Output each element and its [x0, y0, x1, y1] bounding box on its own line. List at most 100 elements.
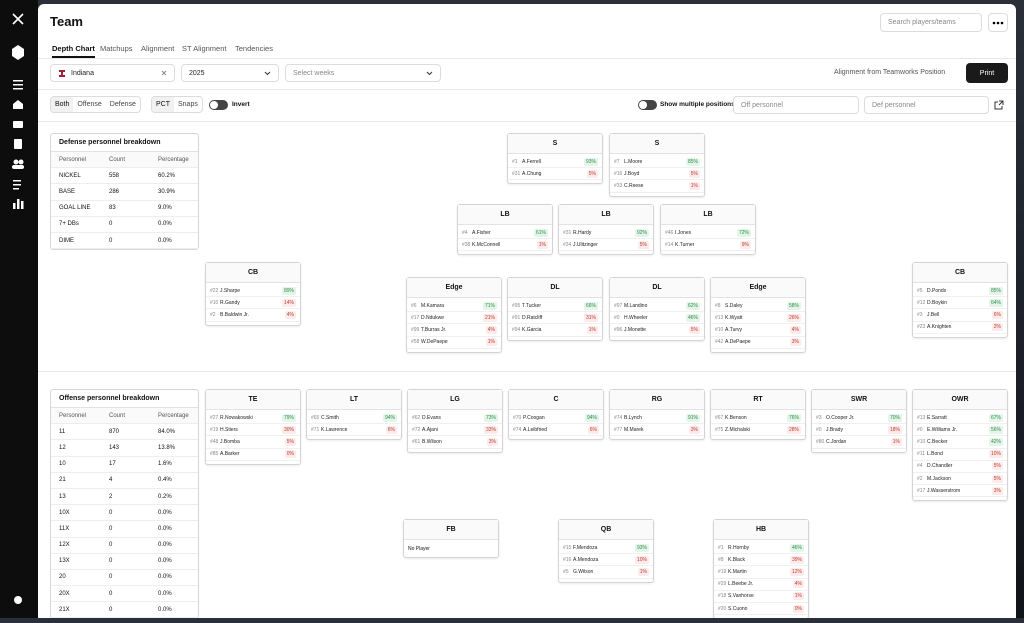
player-row[interactable]: #97 M.Landino 62%: [610, 300, 704, 313]
player-row[interactable]: #13 K.Wyatt 26%: [711, 312, 805, 325]
player-row[interactable]: #15 F.Mendoza 93%: [559, 542, 653, 555]
player-row[interactable]: #0 H.Wheeler 46%: [610, 312, 704, 325]
player-row[interactable]: #20 S.Cuono 0%: [714, 603, 808, 616]
player-row[interactable]: #8 S.Daley 58%: [711, 300, 805, 313]
player-row[interactable]: #13 E.Sarratt 67%: [913, 412, 1007, 425]
tab[interactable]: Tendencies: [235, 44, 273, 53]
player-row[interactable]: #12 D.Boykin 64%: [913, 297, 1007, 310]
player-name: R.Hardy: [573, 229, 592, 236]
player-row[interactable]: #5 G.Wilson 1%: [559, 566, 653, 579]
snap-percentage: 79%: [281, 413, 296, 422]
clear-icon[interactable]: [161, 70, 167, 76]
player-row[interactable]: #2 B.Baldwin Jr. 4%: [206, 309, 300, 322]
player-row[interactable]: #33 C.Reese 1%: [610, 180, 704, 193]
jersey-number: #5: [917, 287, 923, 294]
position-label: SWR: [812, 390, 906, 410]
toggle-option[interactable]: Defense: [109, 101, 136, 108]
player-row[interactable]: #18 S.Vanhorse 1%: [714, 591, 808, 603]
player-row[interactable]: #6 M.Kamara 71%: [407, 300, 501, 313]
player-row[interactable]: #71 K.Lawrence 6%: [307, 424, 401, 437]
player-row[interactable]: #31 R.Hardy 92%: [559, 227, 653, 240]
player-row[interactable]: #65 C.Smith 94%: [307, 412, 401, 425]
player-row[interactable]: #48 J.Bomba 5%: [206, 436, 300, 449]
player-row[interactable]: #0 J.Brady 18%: [812, 424, 906, 437]
player-row[interactable]: #34 J.Ulitzinger 5%: [559, 239, 653, 252]
off-personnel-search[interactable]: Off personnel: [733, 96, 859, 114]
player-row[interactable]: #16 J.Boyd 5%: [610, 168, 704, 181]
player-row[interactable]: #94 K.Garcia 1%: [508, 324, 602, 337]
jersey-number: #74: [513, 426, 522, 433]
player-row[interactable]: #31 A.Chung 5%: [508, 168, 602, 181]
player-row[interactable]: #5 D.Ponds 85%: [913, 285, 1007, 298]
toggle-option[interactable]: Offense: [77, 101, 102, 108]
player-row[interactable]: #72 A.Ajani 33%: [408, 424, 502, 437]
player-row[interactable]: #2 M.Jackson 5%: [913, 473, 1007, 486]
multiple-switch[interactable]: [638, 100, 657, 110]
tab[interactable]: Matchups: [100, 44, 133, 53]
player-row[interactable]: #46 I.Jones 72%: [661, 227, 755, 240]
player-row[interactable]: #10 A.Turvy 4%: [711, 324, 805, 337]
player-row[interactable]: #61 B.Wilson 3%: [408, 436, 502, 449]
more-button[interactable]: [988, 13, 1008, 32]
player-row[interactable]: #10 C.Becker 42%: [913, 436, 1007, 449]
player-row[interactable]: #85 A.Barker 0%: [206, 449, 300, 461]
toggle-option[interactable]: Both: [51, 97, 74, 112]
player-row[interactable]: #22 J.Sharpe 89%: [206, 285, 300, 298]
player-row[interactable]: #17 J.Wasserstrom 3%: [913, 485, 1007, 498]
player-row[interactable]: #3 O.Cooper Jr. 70%: [812, 412, 906, 425]
player-row[interactable]: #29 L.Beebe Jr. 4%: [714, 579, 808, 591]
invert-switch[interactable]: [209, 100, 228, 110]
player-row[interactable]: #27 R.Nowakowski 79%: [206, 412, 300, 425]
player-row[interactable]: #23 A.Knighten 2%: [913, 322, 1007, 334]
player-row[interactable]: #16 A.Mendoza 10%: [559, 554, 653, 567]
player-row[interactable]: #38 K.McConnell 1%: [458, 239, 552, 252]
player-row[interactable]: #19 K.Martin 12%: [714, 566, 808, 579]
tab[interactable]: ST Alignment: [182, 44, 227, 53]
player-name: Z.Michalski: [725, 426, 751, 433]
sidebar: [0, 0, 38, 618]
player-row[interactable]: #74 A.Leibfried 6%: [509, 424, 603, 437]
snap-percentage: 70%: [887, 413, 902, 422]
player-row[interactable]: #1 R.Hornby 46%: [714, 542, 808, 555]
tab[interactable]: Alignment: [141, 44, 175, 53]
open-icon[interactable]: [994, 100, 1004, 110]
player-row[interactable]: #7 L.Moore 85%: [610, 156, 704, 169]
player-row[interactable]: #99 T.Burras Jr. 4%: [407, 324, 501, 337]
player-row[interactable]: #67 K.Benson 76%: [711, 412, 805, 425]
def-personnel-search[interactable]: Def personnel: [864, 96, 989, 114]
player-row[interactable]: #14 K.Turner 9%: [661, 239, 755, 252]
player-row[interactable]: #1 A.Ferrell 93%: [508, 156, 602, 169]
jersey-number: #31: [563, 229, 572, 236]
player-row[interactable]: #8 K.Black 39%: [714, 554, 808, 567]
weeks-select[interactable]: Select weeks: [285, 64, 441, 82]
player-row[interactable]: #70 P.Coogan 94%: [509, 412, 603, 425]
team-select[interactable]: Indiana: [50, 64, 175, 82]
toggle-option[interactable]: PCT: [152, 97, 174, 112]
player-row[interactable]: #95 T.Tucker 66%: [508, 300, 602, 313]
player-row[interactable]: #19 H.Stiers 30%: [206, 424, 300, 437]
player-row[interactable]: #3 J.Bell 6%: [913, 309, 1007, 322]
tab[interactable]: Depth Chart: [52, 44, 95, 58]
player-row[interactable]: #4 A.Fisher 61%: [458, 227, 552, 240]
player-name: K.Black: [728, 556, 745, 563]
toggle-option[interactable]: Snaps: [178, 101, 198, 108]
player-row[interactable]: #4 D.Chandler 5%: [913, 461, 1007, 473]
snap-percentage: 33%: [483, 425, 498, 434]
year-select[interactable]: 2025: [181, 64, 279, 82]
player-row[interactable]: #58 W.DePaepe 1%: [407, 337, 501, 349]
player-row[interactable]: #0 E.Williams Jr. 56%: [913, 424, 1007, 437]
player-row[interactable]: #42 A.DePaepe 3%: [711, 337, 805, 349]
print-button[interactable]: Print: [966, 63, 1008, 83]
player-row[interactable]: #62 D.Evans 73%: [408, 412, 502, 425]
player-row[interactable]: #80 C.Jordan 1%: [812, 436, 906, 449]
player-row[interactable]: #96 J.Monette 5%: [610, 324, 704, 337]
player-row[interactable]: #74 B.Lynch 91%: [610, 412, 704, 425]
player-row[interactable]: #77 M.Marek 3%: [610, 424, 704, 437]
player-row[interactable]: #75 Z.Michalski 28%: [711, 424, 805, 437]
player-row[interactable]: #10 R.Gandy 14%: [206, 297, 300, 310]
player-row[interactable]: #91 D.Ratcliff 31%: [508, 312, 602, 325]
search-box[interactable]: Search players/teams: [880, 13, 982, 32]
player-row[interactable]: #11 L.Bond 10%: [913, 449, 1007, 461]
snap-percentage: 64%: [988, 298, 1003, 307]
player-row[interactable]: #17 D.Ndukwe 21%: [407, 312, 501, 325]
